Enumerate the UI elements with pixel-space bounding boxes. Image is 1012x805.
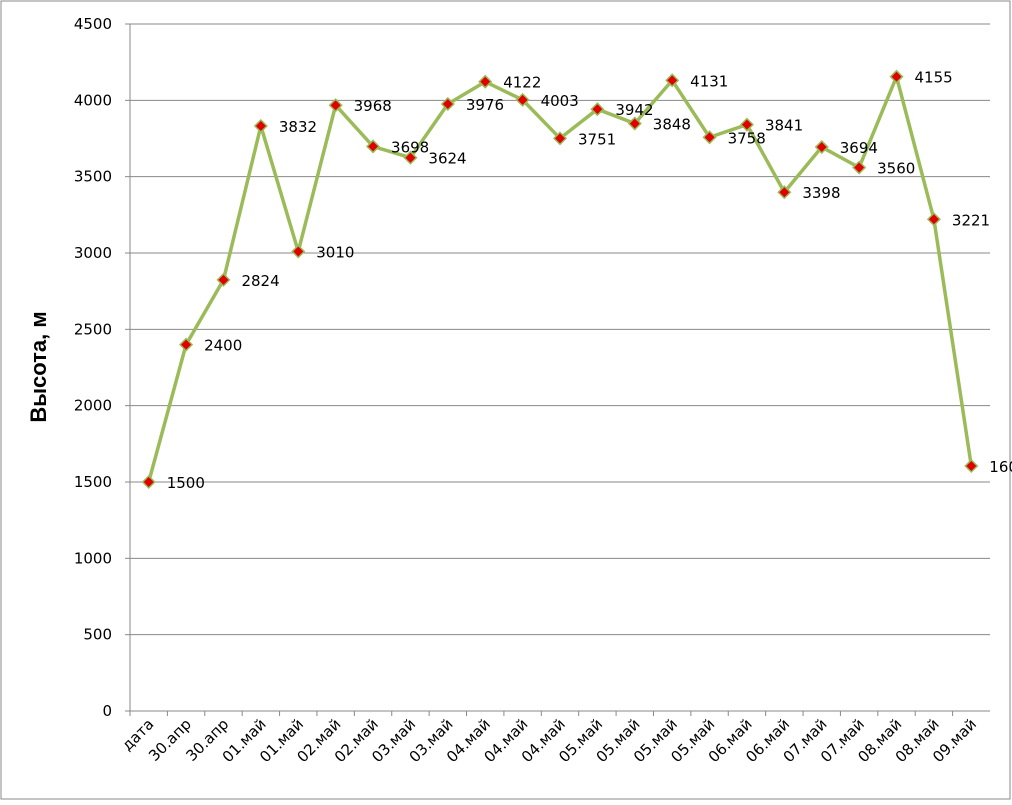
data-label: 3624	[428, 150, 466, 168]
marker	[179, 337, 194, 352]
y-tick-label: 3000	[74, 244, 112, 262]
marker	[291, 244, 306, 259]
y-tick-label: 2500	[74, 320, 112, 338]
marker	[852, 160, 867, 175]
data-label: 3398	[802, 184, 840, 202]
y-tick-label: 4000	[74, 91, 112, 109]
marker	[590, 102, 605, 117]
y-axis-title: Высота, м	[26, 311, 51, 422]
marker	[964, 458, 979, 474]
marker	[478, 74, 493, 89]
data-label: 3832	[279, 118, 317, 136]
data-label: 3976	[466, 96, 504, 114]
marker	[552, 131, 568, 146]
data-label: 4155	[915, 69, 953, 87]
marker	[702, 130, 717, 145]
y-tick-label: 3500	[74, 168, 112, 186]
marker	[403, 150, 418, 165]
marker	[515, 92, 530, 107]
data-label: 3694	[840, 139, 878, 157]
data-label: 3010	[316, 243, 354, 261]
y-tick-label: 2000	[74, 397, 112, 415]
data-label: 3751	[578, 130, 616, 148]
marker	[926, 212, 941, 227]
marker	[739, 117, 755, 132]
marker	[627, 116, 642, 131]
data-label: 3221	[952, 211, 990, 229]
data-label: 3560	[877, 160, 915, 178]
marker	[777, 185, 792, 200]
marker	[889, 69, 904, 84]
data-label: 3758	[728, 129, 766, 147]
y-tick-label: 500	[83, 626, 112, 644]
marker	[141, 474, 156, 490]
data-label: 1605	[989, 458, 1012, 476]
marker	[365, 139, 381, 154]
data-label: 3841	[765, 117, 803, 135]
data-label: 2824	[241, 272, 279, 290]
y-tick-label: 4500	[74, 15, 112, 33]
marker	[216, 272, 231, 287]
marker	[440, 96, 455, 112]
marker	[328, 98, 343, 113]
marker	[253, 118, 268, 134]
data-label: 1500	[167, 474, 205, 492]
data-label: 3942	[615, 101, 653, 119]
data-label: 4122	[503, 74, 541, 92]
y-tick-label: 1000	[74, 549, 112, 567]
data-label: 4131	[690, 72, 728, 90]
marker	[814, 139, 829, 155]
y-tick-label: 1500	[74, 473, 112, 491]
data-label: 2400	[204, 337, 242, 355]
data-label: 3968	[354, 97, 392, 115]
data-label: 3698	[391, 138, 429, 156]
data-label: 3848	[653, 116, 691, 134]
marker	[665, 73, 680, 88]
data-label: 4003	[541, 92, 579, 110]
y-tick-label: 0	[102, 702, 112, 720]
